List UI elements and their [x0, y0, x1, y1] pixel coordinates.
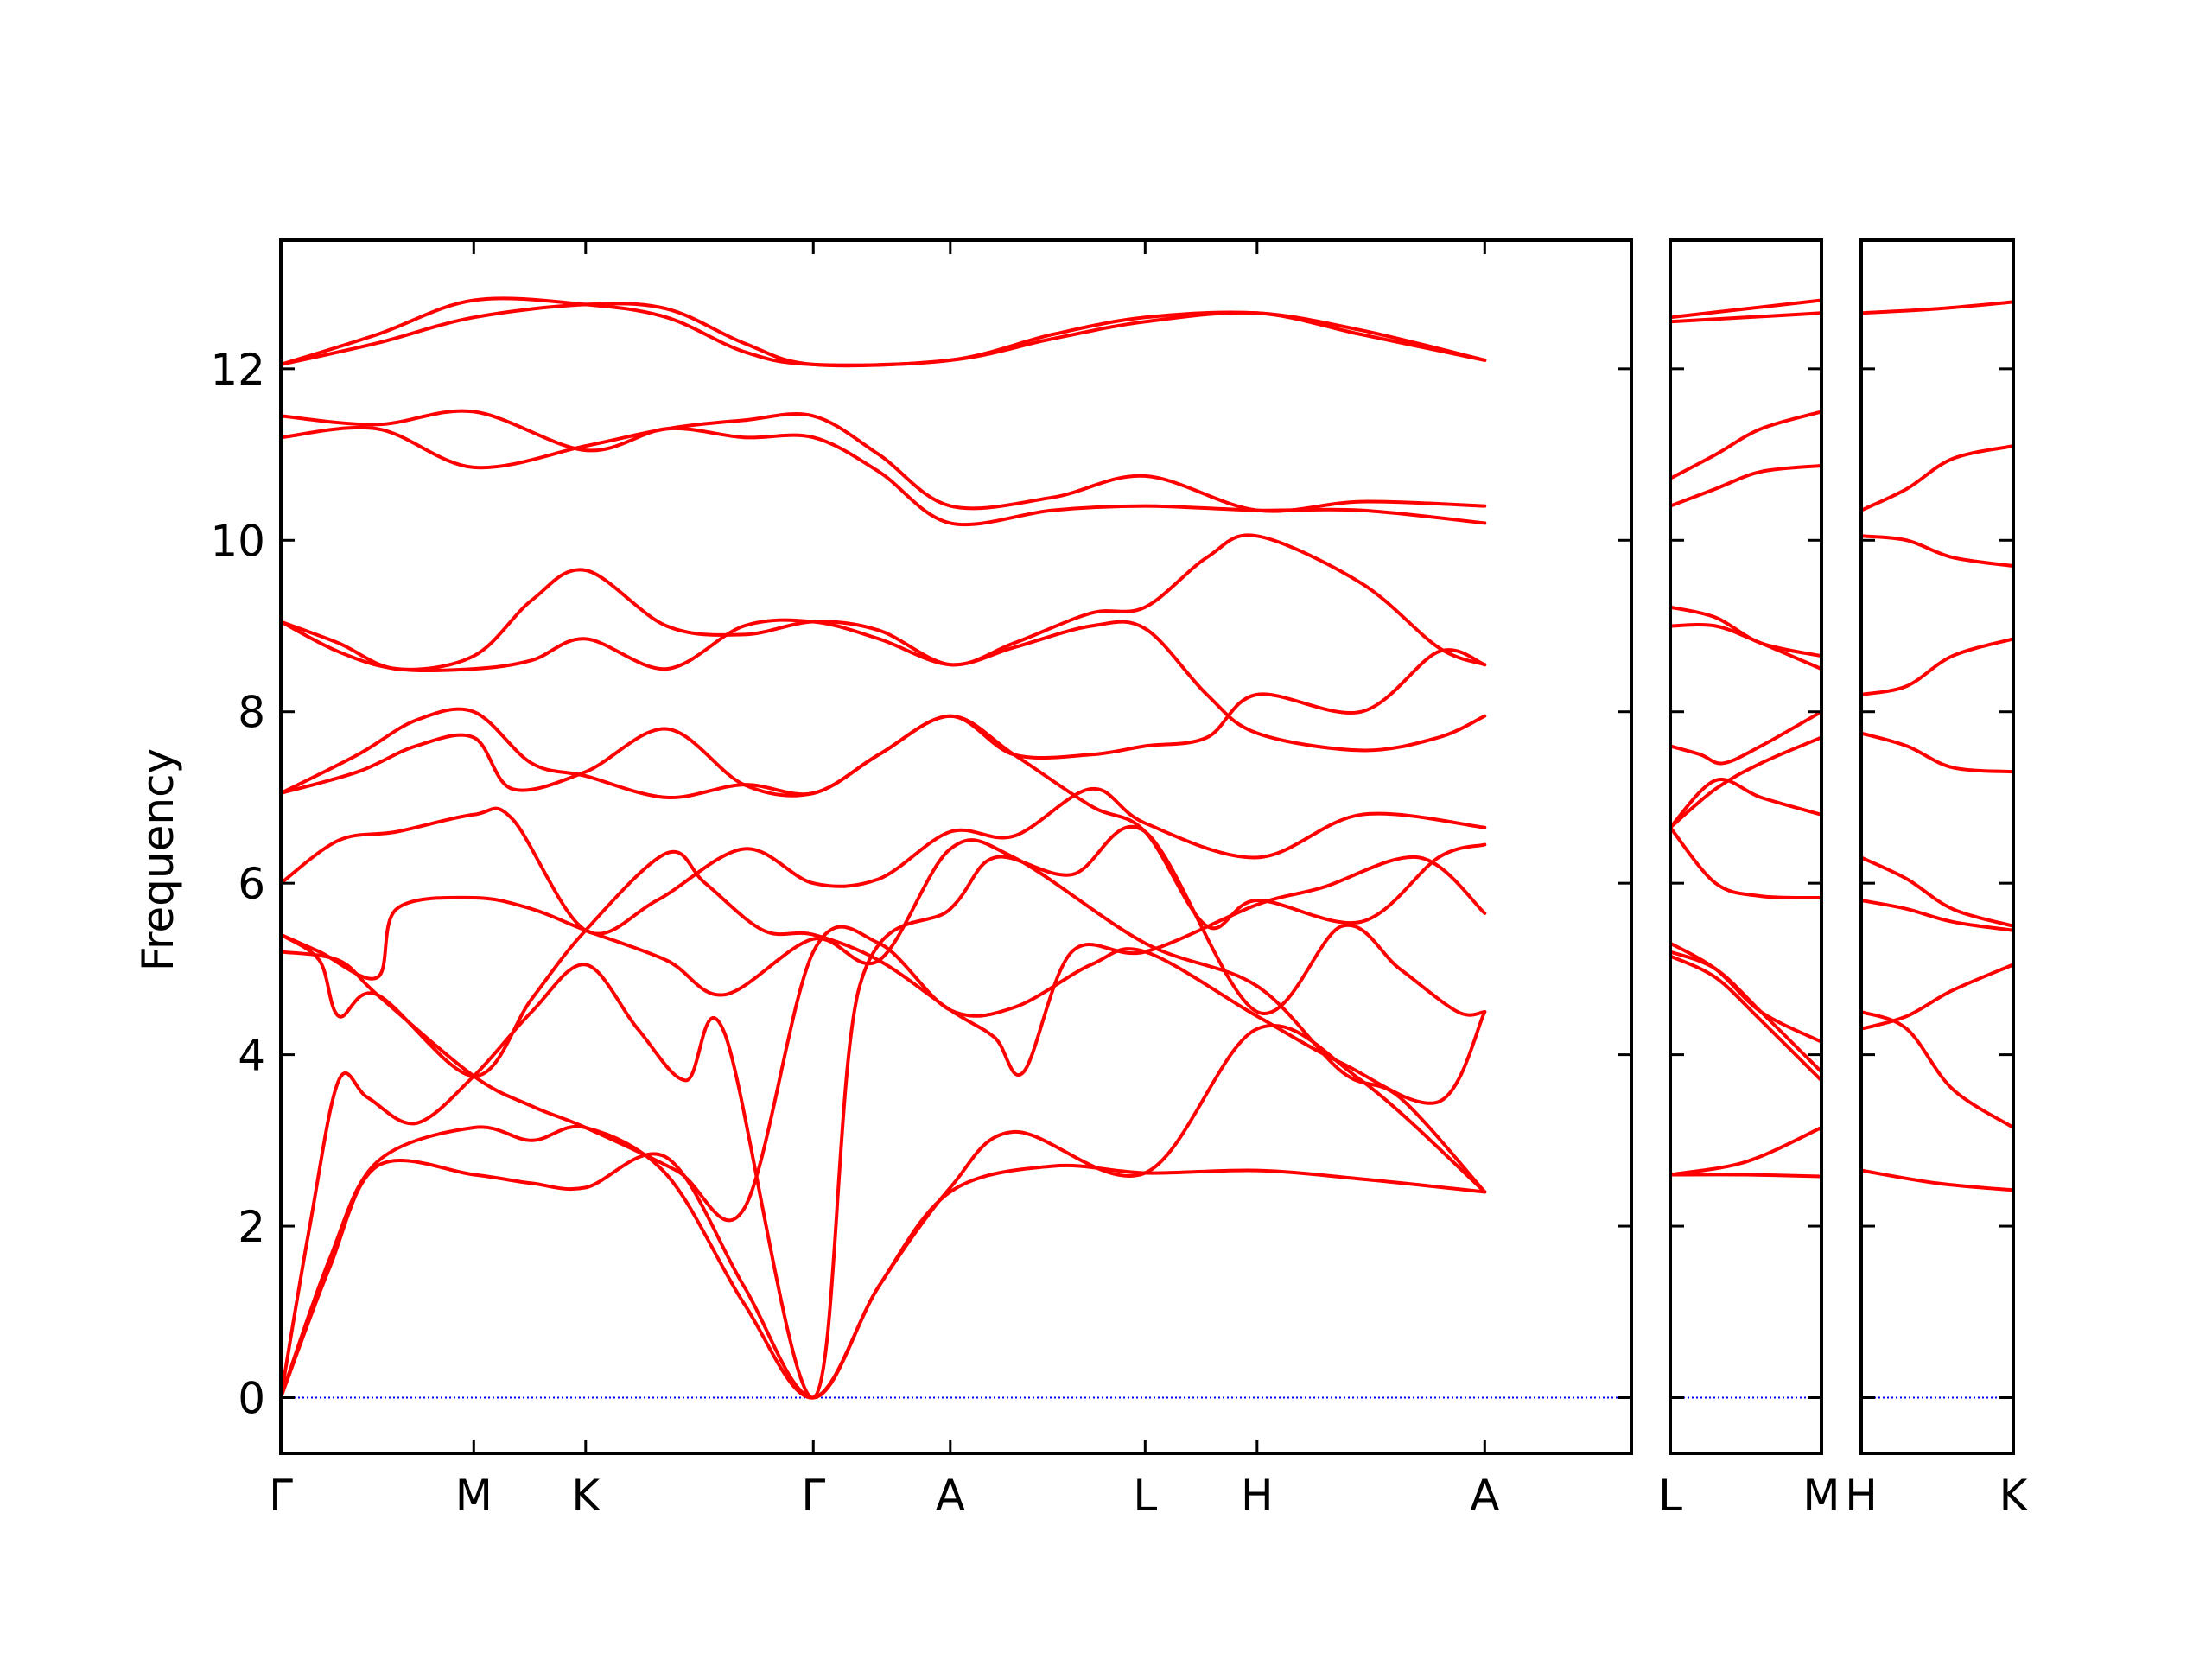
band-line-9: [1670, 709, 1821, 766]
band-line-8: [1670, 735, 1821, 830]
x-tick-label: L: [1658, 1471, 1682, 1521]
panel-frame: [1669, 238, 1823, 1455]
x-tick-label: K: [571, 1471, 601, 1521]
x-tick-label: A: [936, 1471, 965, 1521]
band-line-2: [1670, 1126, 1821, 1177]
band-line-6: [1861, 731, 2013, 774]
x-tick-label: K: [1999, 1471, 2029, 1521]
y-tick-label: 12: [210, 345, 265, 395]
y-tick-label: 4: [238, 1031, 265, 1081]
panel-frame: [279, 238, 1633, 1455]
x-tick-label: Γ: [801, 1471, 825, 1521]
band-line-1: [1861, 1168, 2013, 1192]
band-line-4: [1670, 950, 1821, 1074]
band-line-1: [1670, 1173, 1821, 1179]
y-tick-label: 6: [238, 859, 265, 909]
bands-group: [1861, 300, 2013, 1192]
y-tick-label: 0: [238, 1374, 265, 1424]
band-line-7: [1861, 637, 2013, 696]
band-line-5: [1670, 941, 1821, 1044]
panel-1: 0 2 4 6 8 10 12 Γ M K Γ A L H A: [210, 238, 1633, 1521]
band-line-10: [281, 533, 1487, 671]
x-tick-label: L: [1133, 1471, 1157, 1521]
band-line-1: [281, 1152, 1487, 1400]
band-line-11: [1670, 605, 1821, 658]
bands-group: [281, 296, 1487, 1400]
band-line-9: [281, 648, 1487, 799]
band-line-7: [281, 786, 1487, 936]
band-line-13: [281, 409, 1487, 527]
band-line-10: [1861, 300, 2013, 315]
y-axis-label: Frequency: [133, 748, 183, 971]
band-line-15: [281, 302, 1487, 368]
x-tick-label: H: [1241, 1471, 1274, 1521]
x-tick-label: Γ: [269, 1471, 293, 1521]
band-line-13: [1670, 410, 1821, 480]
band-line-14: [281, 296, 1487, 367]
band-line-2: [1861, 1010, 2013, 1129]
band-line-10: [1670, 623, 1821, 671]
band-line-12: [1670, 464, 1821, 508]
band-line-3: [1670, 954, 1821, 1083]
x-tick-label: M: [1802, 1471, 1840, 1521]
y-tick-label: 2: [238, 1202, 265, 1252]
band-line-6: [1670, 825, 1821, 900]
band-line-8: [1861, 534, 2013, 568]
y-tick-label: 8: [238, 688, 265, 738]
band-line-4: [1861, 899, 2013, 932]
y-tick-label: 10: [210, 516, 265, 566]
band-line-7: [1670, 778, 1821, 830]
x-tick-label: H: [1845, 1471, 1878, 1521]
band-line-14: [1670, 311, 1821, 324]
band-line-2: [281, 1023, 1487, 1400]
band-line-12: [281, 412, 1487, 513]
band-line-11: [281, 618, 1487, 753]
band-line-9: [1861, 444, 2013, 512]
band-line-3: [1861, 963, 2013, 1031]
x-tick-label: A: [1470, 1471, 1499, 1521]
band-line-3: [281, 824, 1487, 1400]
panel-frame: [1859, 238, 2015, 1455]
band-line-15: [1670, 298, 1821, 320]
bands-group: [1670, 298, 1821, 1179]
band-line-4: [281, 925, 1487, 1223]
x-tick-label: M: [455, 1471, 493, 1521]
band-line-5: [1861, 855, 2013, 928]
band-line-6: [281, 838, 1487, 1194]
